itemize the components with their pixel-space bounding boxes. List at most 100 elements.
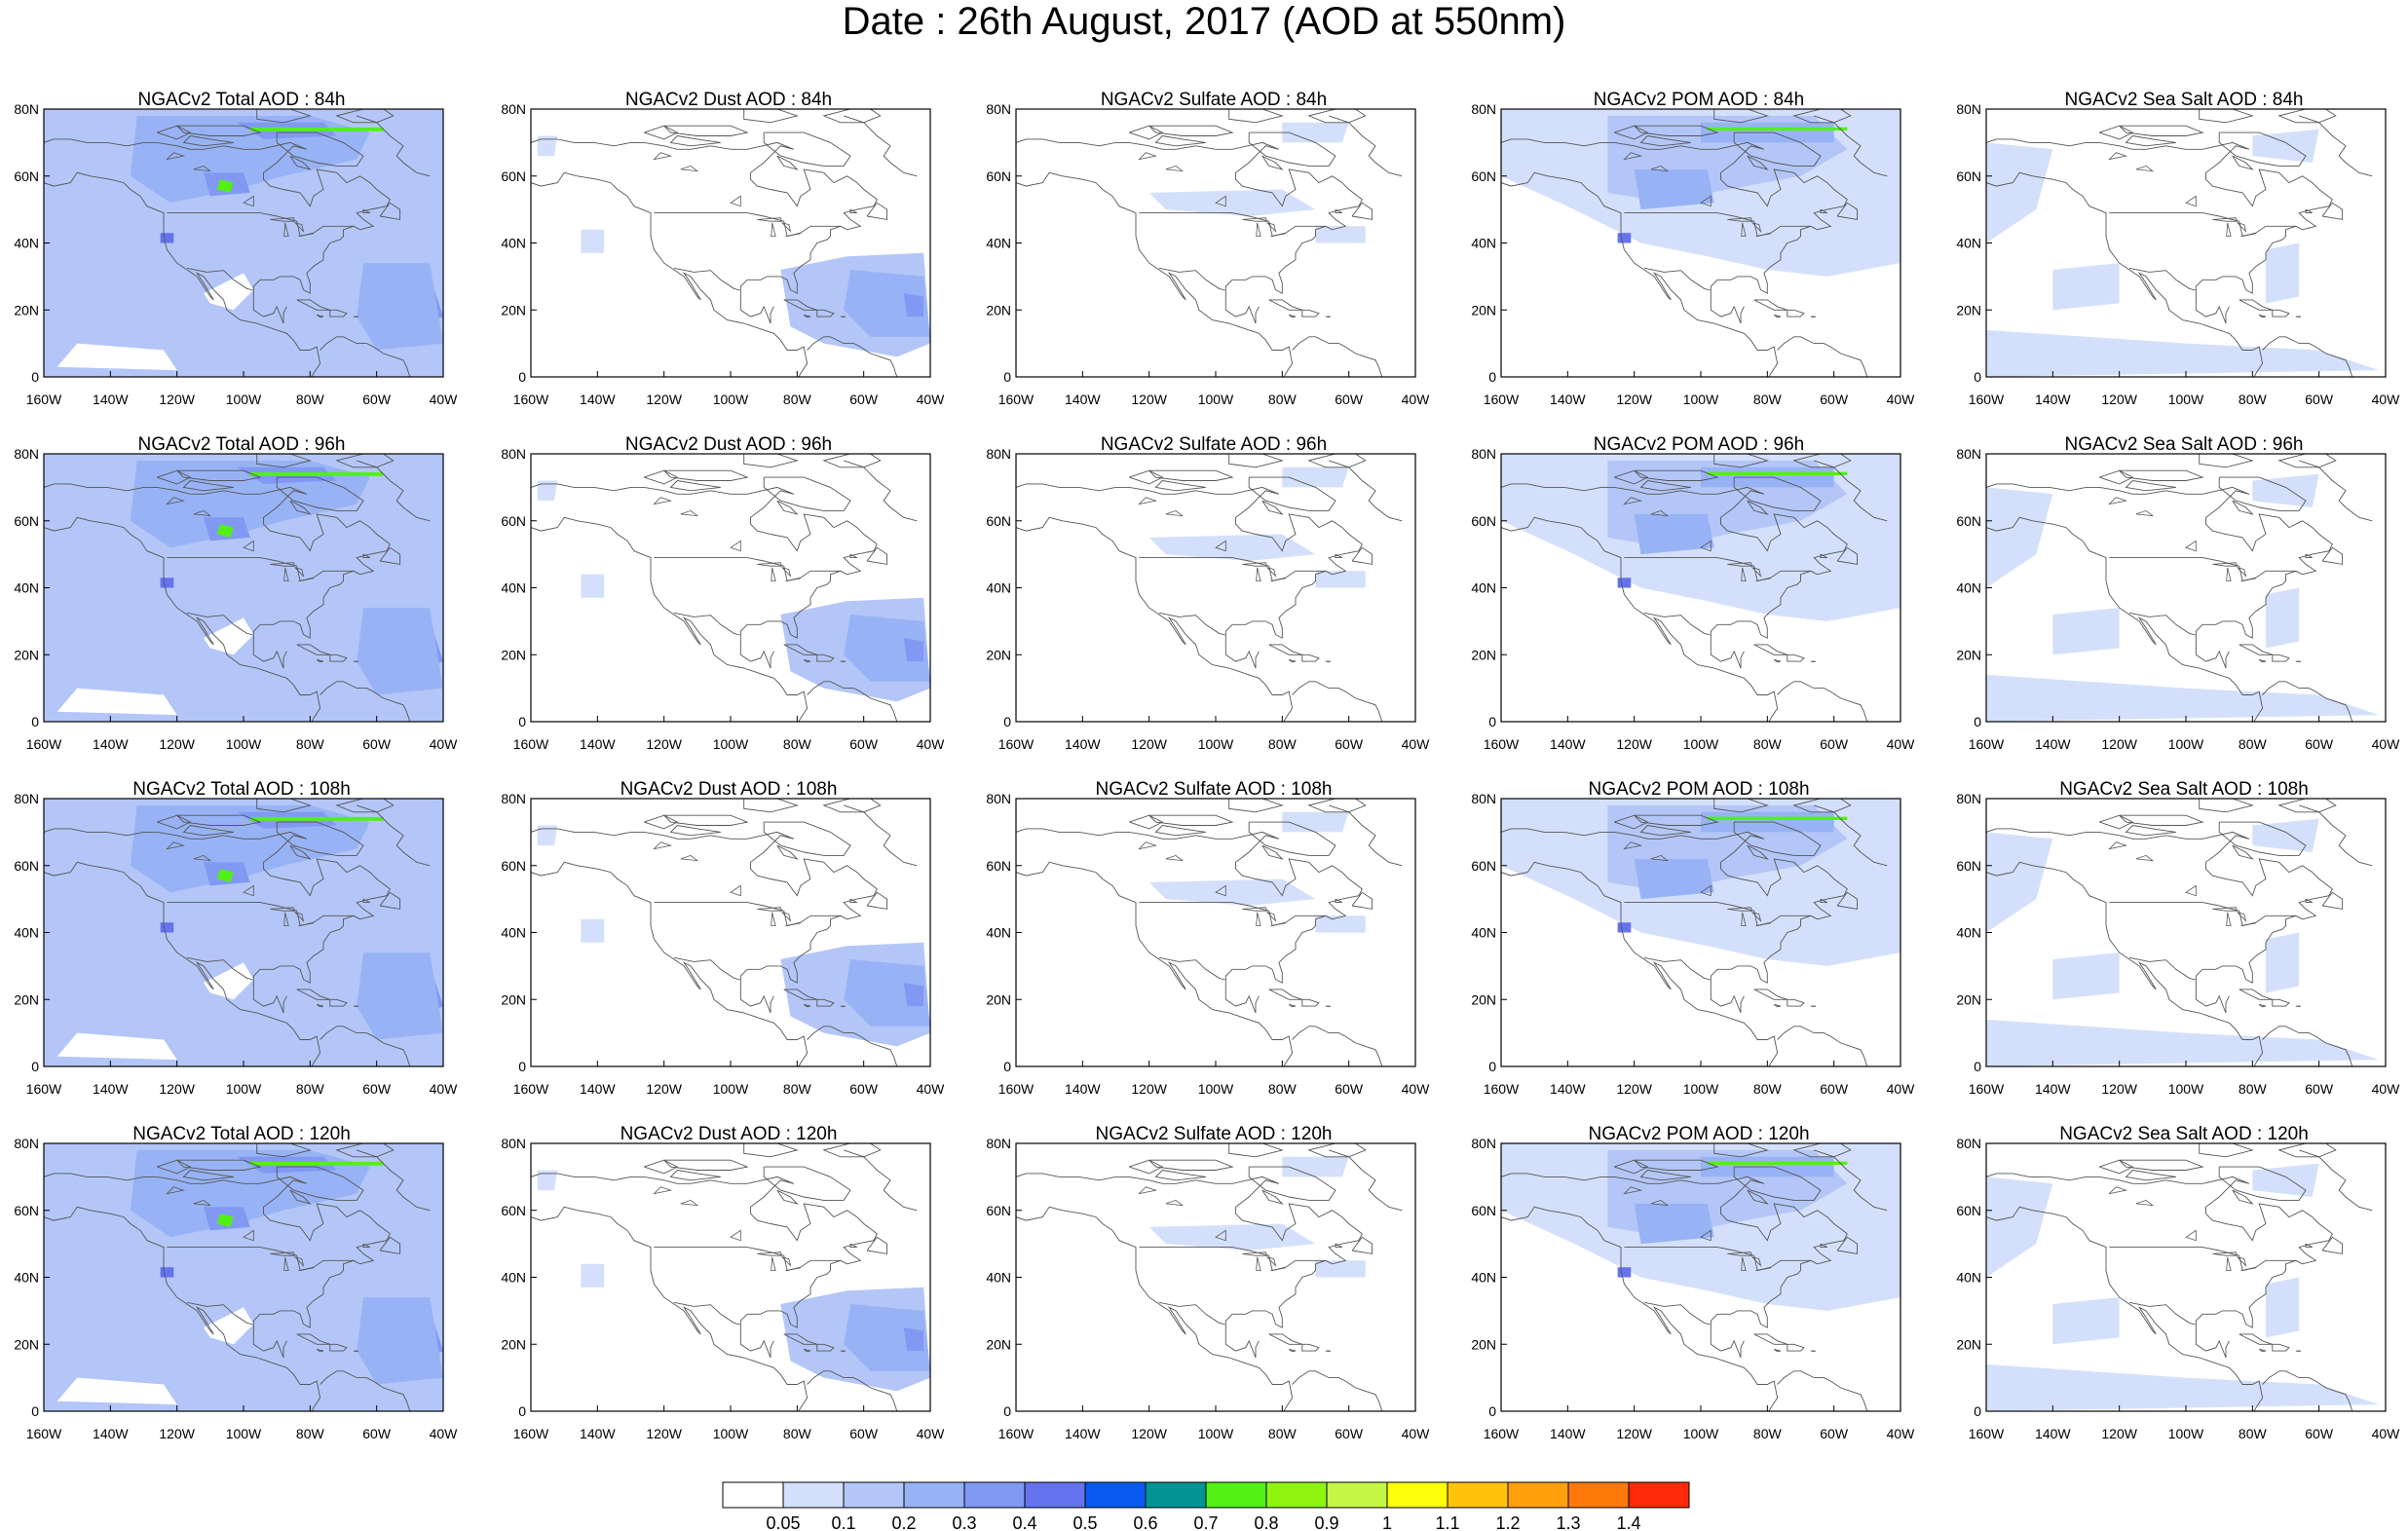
lake-outline xyxy=(193,1199,212,1207)
coastline xyxy=(1747,1189,1769,1205)
x-tick-label: 60W xyxy=(2305,1081,2334,1097)
y-tick-label: 80N xyxy=(986,446,1011,462)
lake-outline xyxy=(2108,152,2128,161)
lake-outline xyxy=(243,195,254,207)
lake-outline xyxy=(2212,1251,2239,1256)
y-tick-label: 80N xyxy=(1956,1136,1981,1151)
coastline xyxy=(1777,1370,1868,1411)
coastline xyxy=(1301,1343,1320,1352)
y-tick-label: 60N xyxy=(1471,858,1496,874)
coastline xyxy=(1713,799,1769,813)
lake-outline xyxy=(1650,165,1670,172)
y-tick-label: 60N xyxy=(1471,168,1496,184)
coastline xyxy=(1792,454,1852,468)
coastline xyxy=(362,553,371,559)
aod-region xyxy=(1986,487,2053,588)
coastline xyxy=(1329,460,1403,522)
panel-title: NGACv2 Sulfate AOD : 108h xyxy=(1095,779,1333,800)
aod-field xyxy=(1501,799,1900,1066)
x-tick-label: 120W xyxy=(1616,1081,1652,1097)
legend-swatch xyxy=(1205,1481,1267,1509)
coastline xyxy=(844,115,918,177)
map-panel-dust-2: NGACv2 Dust AOD : 108h 160W 140W 120W 100W 80… xyxy=(487,779,970,1124)
aod-region xyxy=(2252,818,2319,852)
y-tick-label: 40N xyxy=(1471,580,1496,596)
x-tick-label: 60W xyxy=(2305,392,2334,407)
x-tick-label: 80W xyxy=(783,1081,812,1097)
aod-region xyxy=(2252,1163,2319,1197)
legend-swatch xyxy=(1567,1481,1630,1509)
border-line xyxy=(1643,956,1711,981)
x-tick-label: 40W xyxy=(1887,1081,1916,1097)
y-tick-label: 20N xyxy=(1956,302,1981,317)
x-tick-label: 80W xyxy=(296,1426,325,1441)
aod-map: 160W 140W 120W 100W 80W 60W 40W 80N 60N 40N 20N 0 xyxy=(986,1136,1430,1441)
border-line xyxy=(1643,1301,1711,1326)
y-tick-label: 60N xyxy=(501,168,526,184)
lake-outline xyxy=(785,1267,801,1271)
y-tick-label: 60N xyxy=(986,168,1011,184)
legend-label: 0.4 xyxy=(1012,1513,1036,1531)
coastline xyxy=(1820,898,1828,904)
lake-outline xyxy=(1165,854,1185,862)
panel-title: NGACv2 Sulfate AOD : 96h xyxy=(1100,434,1328,455)
coastline xyxy=(763,131,851,167)
lake-outline xyxy=(1215,540,1226,552)
legend-swatch xyxy=(903,1481,965,1509)
x-tick-label: 120W xyxy=(1616,1426,1652,1441)
lake-outline xyxy=(193,165,212,172)
coastline xyxy=(849,1243,858,1249)
lake-outline xyxy=(2240,233,2256,237)
lake-outline xyxy=(283,912,289,927)
legend-swatch xyxy=(1447,1481,1509,1509)
x-tick-label: 100W xyxy=(713,1081,749,1097)
coastline xyxy=(2299,804,2373,867)
lake-outline xyxy=(1270,578,1286,581)
coastline xyxy=(1288,1348,1297,1353)
coastline xyxy=(2119,814,2204,826)
x-tick-label: 60W xyxy=(1820,392,1849,407)
y-tick-label: 80N xyxy=(1956,791,1981,806)
lake-outline xyxy=(2185,884,2197,897)
y-tick-label: 60N xyxy=(501,858,526,874)
coastline xyxy=(2258,314,2267,318)
panel-title: NGACv2 Sea Salt AOD : 84h xyxy=(2064,90,2304,110)
y-tick-label: 80N xyxy=(501,791,526,806)
aod-region xyxy=(204,1307,254,1345)
x-tick-label: 160W xyxy=(1969,736,2005,752)
lake-outline xyxy=(2226,567,2232,582)
aod-region xyxy=(1634,168,1714,210)
lake-outline xyxy=(2240,922,2256,926)
lake-outline xyxy=(653,1186,673,1195)
coastline xyxy=(1292,1026,1383,1066)
coastline xyxy=(357,460,431,522)
lake-outline xyxy=(1650,1199,1670,1207)
lake-outline xyxy=(1755,922,1771,926)
coastline xyxy=(1016,171,1294,377)
lake-outline xyxy=(166,497,186,505)
x-tick-label: 120W xyxy=(159,1426,195,1441)
aod-map: 160W 140W 120W 100W 80W 60W 40W 80N 60N 40N 20N 0 xyxy=(1956,446,2400,752)
aod-map: 160W 140W 120W 100W 80W 60W 40W 80N 60N 40N 20N 0 xyxy=(986,791,1430,1097)
aod-field xyxy=(1986,109,2386,377)
map-panel-total-1: NGACv2 Total AOD : 96h 160W 140W 120W 100W 80… xyxy=(0,434,483,779)
border-line xyxy=(673,1301,740,1326)
coastline xyxy=(1261,844,1284,860)
coastline xyxy=(1986,828,2333,1014)
lake-outline xyxy=(2240,1267,2256,1271)
legend-label: 0.5 xyxy=(1072,1513,1097,1531)
x-tick-label: 120W xyxy=(159,736,195,752)
x-tick-label: 60W xyxy=(849,1426,879,1441)
aod-region xyxy=(1986,1363,2380,1411)
panel-title: NGACv2 POM AOD : 108h xyxy=(1588,779,1810,800)
coastline xyxy=(1836,202,1859,220)
coastline xyxy=(1614,1159,1649,1175)
y-tick-label: 0 xyxy=(1003,714,1011,729)
border-line xyxy=(186,267,253,291)
coastline xyxy=(157,1159,192,1175)
coastline xyxy=(1639,480,1691,492)
coastline xyxy=(776,1189,799,1205)
lake-outline xyxy=(785,922,801,926)
coastline xyxy=(1986,861,2264,1066)
lake-outline xyxy=(730,540,741,552)
